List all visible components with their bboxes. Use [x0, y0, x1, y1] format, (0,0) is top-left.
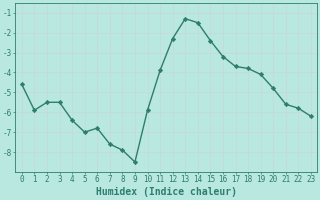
X-axis label: Humidex (Indice chaleur): Humidex (Indice chaleur) — [96, 187, 237, 197]
